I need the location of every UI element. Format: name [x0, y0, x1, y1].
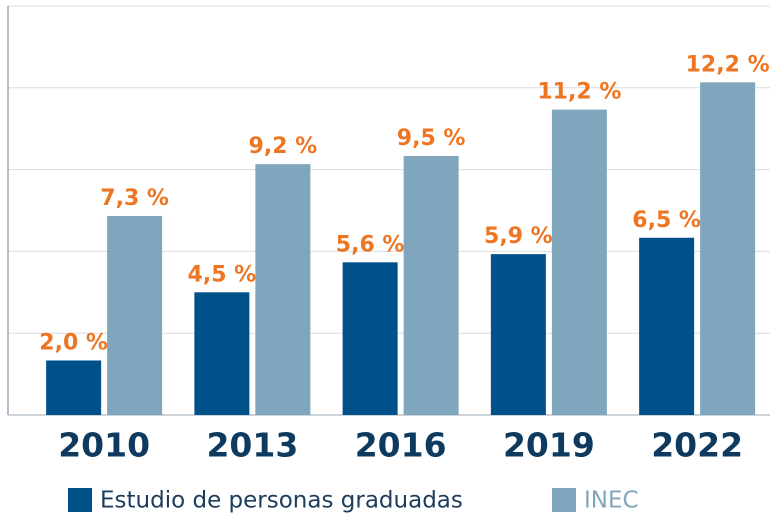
x-tick-label: 2016 — [355, 426, 447, 465]
value-label: 12,2 % — [686, 52, 770, 77]
value-label: 2,0 % — [39, 330, 108, 355]
legend-label: INEC — [584, 488, 639, 514]
bar — [639, 237, 695, 415]
bar — [194, 292, 250, 415]
bar — [46, 360, 102, 415]
value-label: 11,2 % — [537, 80, 621, 105]
bar — [107, 215, 163, 415]
bar — [490, 254, 546, 415]
legend-label: Estudio de personas graduadas — [100, 488, 463, 514]
legend-swatch — [552, 488, 576, 512]
x-tick-label: 2022 — [651, 426, 743, 465]
value-label: 4,5 % — [188, 262, 257, 287]
x-tick-label: 2019 — [503, 426, 595, 465]
bar — [403, 155, 459, 415]
bar — [342, 262, 398, 415]
value-label: 7,3 % — [100, 186, 169, 211]
value-label: 5,9 % — [484, 224, 553, 249]
bar — [551, 109, 607, 415]
value-label: 9,2 % — [249, 134, 318, 159]
bar — [255, 164, 311, 415]
value-label: 6,5 % — [632, 208, 701, 233]
value-label: 5,6 % — [336, 232, 405, 257]
bar — [700, 82, 756, 415]
value-label: 9,5 % — [397, 126, 466, 151]
x-tick-label: 2010 — [58, 426, 150, 465]
x-tick-label: 2013 — [206, 426, 298, 465]
legend-swatch — [68, 488, 92, 512]
